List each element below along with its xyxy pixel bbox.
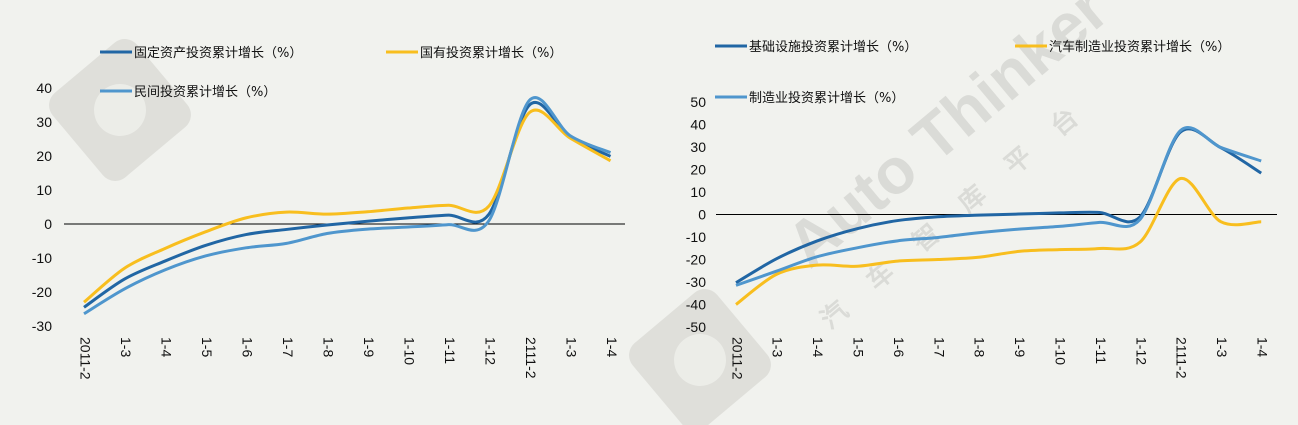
x-tick-label: 1-4: [1254, 337, 1270, 357]
x-tick-label: 1-3: [1214, 337, 1230, 357]
legend-label: 汽车制造业投资累计增长（%）: [1049, 39, 1230, 55]
x-tick-label: 1-9: [361, 337, 377, 357]
x-tick-label: 1-7: [280, 337, 296, 357]
y-tick-label: -30: [32, 318, 52, 334]
series-line-3: [735, 126, 1262, 287]
y-tick-label: 0: [698, 207, 706, 223]
watermark-logo-left: [49, 39, 191, 181]
y-tick-label: 40: [690, 117, 706, 133]
y-tick-label: 40: [36, 80, 52, 96]
y-tick-label: 30: [36, 114, 52, 130]
x-tick-label: 1-10: [401, 337, 417, 365]
y-tick-label: -50: [686, 319, 706, 335]
y-tick-label: 0: [44, 216, 52, 232]
legend-label: 国有投资累计增长（%）: [420, 45, 562, 61]
series-line-1: [83, 101, 612, 309]
series-line-1: [735, 127, 1262, 284]
x-tick-label: 1-12: [482, 337, 498, 365]
watermark-logo-eye: [94, 84, 146, 136]
y-tick-label: 10: [690, 184, 706, 200]
y-tick-label: -10: [32, 250, 52, 266]
series-line-2: [83, 108, 612, 304]
y-tick-label: 30: [690, 139, 706, 155]
x-tick-label: 1-3: [118, 337, 134, 357]
y-tick-label: -30: [686, 274, 706, 290]
y-tick-label: 20: [690, 162, 706, 178]
watermark-logo-eye: [674, 334, 726, 386]
x-tick-label: 2111-2: [1174, 337, 1190, 379]
x-tick-label: 2011-2: [729, 337, 745, 380]
x-tick-label: 2011-2: [77, 337, 93, 380]
x-tick-label: 1-5: [850, 337, 866, 357]
series-line-2: [735, 176, 1262, 306]
series-line-3: [83, 96, 612, 316]
x-tick-label: 1-5: [199, 337, 215, 357]
x-tick-label: 1-12: [1133, 337, 1149, 365]
x-tick-label: 1-8: [972, 337, 988, 357]
y-tick-label: -20: [32, 284, 52, 300]
y-tick-label: -10: [686, 229, 706, 245]
y-tick-label: -40: [686, 297, 706, 313]
x-tick-label: 1-4: [158, 337, 174, 357]
x-tick-label: 1-6: [239, 337, 255, 357]
legend-label: 基础设施投资累计增长（%）: [749, 39, 917, 55]
x-tick-label: 1-6: [891, 337, 907, 357]
y-tick-label: 20: [36, 148, 52, 164]
y-tick-label: -20: [686, 252, 706, 268]
x-tick-label: 1-11: [1093, 337, 1109, 364]
y-tick-label: 10: [36, 182, 52, 198]
legend-label: 固定资产投资累计增长（%）: [134, 45, 302, 61]
x-tick-label: 1-3: [563, 337, 579, 357]
x-tick-label: 1-10: [1052, 337, 1068, 365]
y-tick-label: 50: [690, 94, 706, 110]
watermark-logo-right: [629, 289, 771, 425]
x-tick-label: 1-9: [1012, 337, 1028, 357]
x-tick-label: 2111-2: [523, 337, 539, 379]
x-tick-label: 1-4: [604, 337, 620, 357]
x-tick-label: 1-11: [442, 337, 458, 364]
x-tick-label: 1-8: [320, 337, 336, 357]
legend-label: 制造业投资累计增长（%）: [749, 90, 904, 106]
legend-label: 民间投资累计增长（%）: [134, 84, 276, 100]
x-tick-label: 1-3: [770, 337, 786, 357]
x-tick-label: 1-4: [810, 337, 826, 357]
x-tick-label: 1-7: [931, 337, 947, 357]
